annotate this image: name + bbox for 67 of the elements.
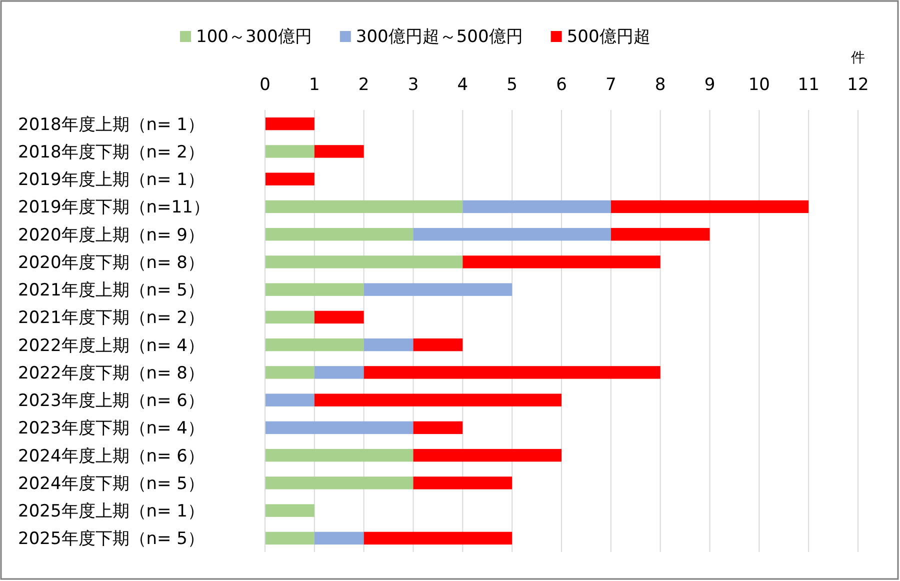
x-tick-label: 4 (457, 75, 468, 95)
y-tick-label: 2020年度上期（n= 9） (18, 225, 205, 246)
y-tick-label: 2019年度上期（n= 1） (18, 170, 205, 190)
legend-label: 500億円超 (566, 27, 650, 47)
bar (364, 532, 512, 545)
x-tick-label: 10 (748, 75, 770, 95)
y-tick-label: 2025年度上期（n= 1） (18, 502, 205, 522)
y-tick-label: 2018年度上期（n= 1） (18, 114, 205, 135)
bar (462, 200, 611, 214)
y-tick-label: 2024年度下期（n= 5） (18, 474, 205, 494)
bar (265, 228, 414, 241)
x-tick-label: 2 (358, 75, 370, 95)
bar (265, 366, 314, 379)
bar (610, 228, 710, 241)
bar (265, 172, 314, 186)
x-axis-title: 件 (851, 50, 865, 66)
bar (265, 256, 463, 268)
y-tick-label: 2022年度上期（n= 4） (18, 336, 205, 356)
y-tick-label: 2020年度下期（n= 8） (18, 252, 205, 273)
bar (314, 145, 364, 158)
bar (265, 200, 463, 214)
bar (364, 366, 660, 379)
y-tick-label: 2024年度上期（n= 6） (18, 446, 205, 466)
x-tick-label: 1 (309, 75, 320, 95)
x-tick-label: 6 (556, 75, 567, 95)
bar (265, 504, 314, 517)
bar (364, 283, 512, 296)
bar (413, 338, 463, 352)
bar (413, 421, 463, 434)
bar (413, 448, 562, 462)
y-tick-label: 2022年度下期（n= 8） (18, 363, 205, 384)
x-tick-label: 8 (654, 75, 666, 95)
bar (314, 366, 364, 379)
bar (265, 448, 414, 462)
bar (314, 310, 364, 324)
y-tick-label: 2019年度下期（n=11） (18, 198, 210, 218)
bar (265, 394, 314, 406)
legend-label: 100～300億円 (196, 27, 312, 47)
bar (265, 117, 314, 130)
y-tick-label: 2023年度上期（n= 6） (18, 391, 205, 412)
y-tick-label: 2018年度下期（n= 2） (18, 142, 205, 162)
bar (413, 228, 611, 241)
y-tick-label: 2021年度上期（n= 5） (18, 280, 205, 301)
bar (314, 394, 562, 406)
x-tick-label: 11 (798, 75, 820, 95)
bar (265, 310, 314, 324)
y-tick-label: 2023年度下期（n= 4） (18, 418, 205, 439)
bar (265, 283, 364, 296)
y-tick-label: 2025年度下期（n= 5） (18, 529, 205, 550)
x-tick-label: 12 (847, 75, 869, 95)
bar (364, 338, 414, 352)
bar (610, 200, 809, 214)
x-tick-label: 0 (260, 75, 270, 95)
legend-label: 300億円超～500億円 (356, 27, 523, 47)
bar (265, 338, 364, 352)
bar (265, 476, 414, 490)
y-tick-label: 2021年度下期（n= 2） (18, 308, 205, 328)
bar (265, 532, 314, 545)
bar (314, 532, 364, 545)
bar (265, 145, 314, 158)
x-tick-label: 7 (606, 75, 616, 95)
x-tick-label: 9 (704, 75, 716, 95)
x-tick-label: 3 (408, 75, 419, 95)
bar (265, 421, 414, 434)
bar (462, 256, 660, 268)
x-tick-label: 5 (506, 75, 518, 95)
bar (413, 476, 512, 490)
